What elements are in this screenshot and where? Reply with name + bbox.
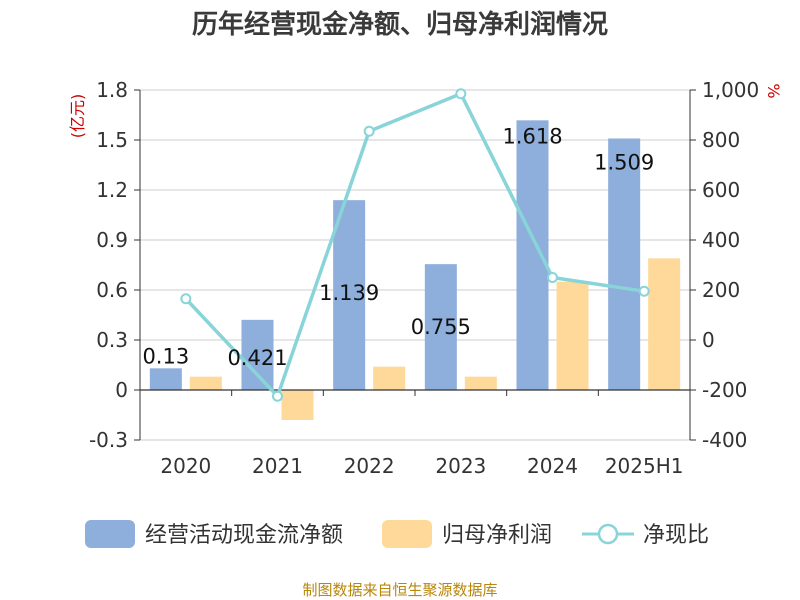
left-axis-unit: (亿元) xyxy=(68,94,87,139)
legend-swatch-net-profit xyxy=(382,520,432,548)
cashflow-value-label: 1.139 xyxy=(319,281,379,305)
right-axis-unit: % xyxy=(764,83,783,98)
left-tick-label: 0.6 xyxy=(96,278,128,302)
bar-net-profit xyxy=(648,258,681,390)
x-tick-label: 2020 xyxy=(160,454,211,478)
ratio-point xyxy=(638,285,650,297)
bar-net-profit xyxy=(556,281,589,390)
left-tick-label: 0 xyxy=(115,378,128,402)
left-tick-label: 1.2 xyxy=(96,178,128,202)
legend-label-net-profit: 归母净利润 xyxy=(442,523,552,548)
bar-cashflow xyxy=(516,120,549,390)
axes: -0.3 0 0.3 0.6 0.9 1.2 1.5 1.8 -400 -200 0 200 400 60… xyxy=(89,78,759,478)
gridlines xyxy=(140,89,690,441)
left-tick-label: -0.3 xyxy=(89,428,128,452)
cashflow-value-label: 1.509 xyxy=(594,151,654,175)
ratio-point xyxy=(363,125,375,137)
ratio-point xyxy=(180,293,192,305)
left-tick-label: 0.3 xyxy=(96,328,128,352)
ratio-line xyxy=(180,88,650,402)
right-tick-label: 200 xyxy=(702,278,740,302)
cashflow-value-label: 0.755 xyxy=(411,315,471,339)
cashflow-value-label: 0.421 xyxy=(227,346,287,370)
source-note: 制图数据来自恒生聚源数据库 xyxy=(302,581,497,599)
left-tick-label: 1.8 xyxy=(96,78,128,102)
bar-cashflow xyxy=(608,138,641,390)
legend-label-ratio: 净现比 xyxy=(643,523,709,548)
bar-net-profit xyxy=(281,390,314,420)
x-tick-label: 2025H1 xyxy=(605,454,684,478)
x-tick-label: 2023 xyxy=(435,454,486,478)
bar-net-profit xyxy=(464,376,497,390)
legend-swatch-cashflow xyxy=(85,520,135,548)
x-tick-label: 2021 xyxy=(252,454,303,478)
left-tick-label: 0.9 xyxy=(96,228,128,252)
right-tick-label: 800 xyxy=(702,128,740,152)
right-tick-label: 1,000 xyxy=(702,78,759,102)
bar-cashflow xyxy=(149,368,182,390)
right-tick-label: 400 xyxy=(702,228,740,252)
bar-net-profit xyxy=(373,366,406,390)
ratio-point xyxy=(272,390,283,402)
x-tick-label: 2022 xyxy=(344,454,395,478)
bar-cashflow xyxy=(333,200,366,390)
data-labels: 0.13 0.421 1.139 0.755 1.618 1.509 xyxy=(142,124,654,370)
bar-cashflow xyxy=(424,264,457,390)
legend: 经营活动现金流净额 归母净利润 净现比 xyxy=(85,520,709,548)
chart-title: 历年经营现金净额、归母净利润情况 xyxy=(192,9,608,40)
cashflow-value-label: 1.618 xyxy=(502,124,562,148)
ratio-line-path xyxy=(184,91,645,400)
left-tick-label: 1.5 xyxy=(96,128,128,152)
right-tick-label: 0 xyxy=(702,328,715,352)
ratio-point xyxy=(547,272,558,283)
x-tick-label: 2024 xyxy=(527,454,578,478)
legend-marker-ratio xyxy=(597,523,619,545)
right-tick-label: -400 xyxy=(702,428,747,452)
right-tick-label: -200 xyxy=(702,378,747,402)
bar-cashflow xyxy=(241,319,274,390)
ratio-point xyxy=(455,88,467,100)
bars xyxy=(149,120,681,420)
cashflow-value-label: 0.13 xyxy=(142,344,189,368)
bar-net-profit xyxy=(189,376,222,390)
legend-label-cashflow: 经营活动现金流净额 xyxy=(145,523,343,548)
right-tick-label: 600 xyxy=(702,178,740,202)
